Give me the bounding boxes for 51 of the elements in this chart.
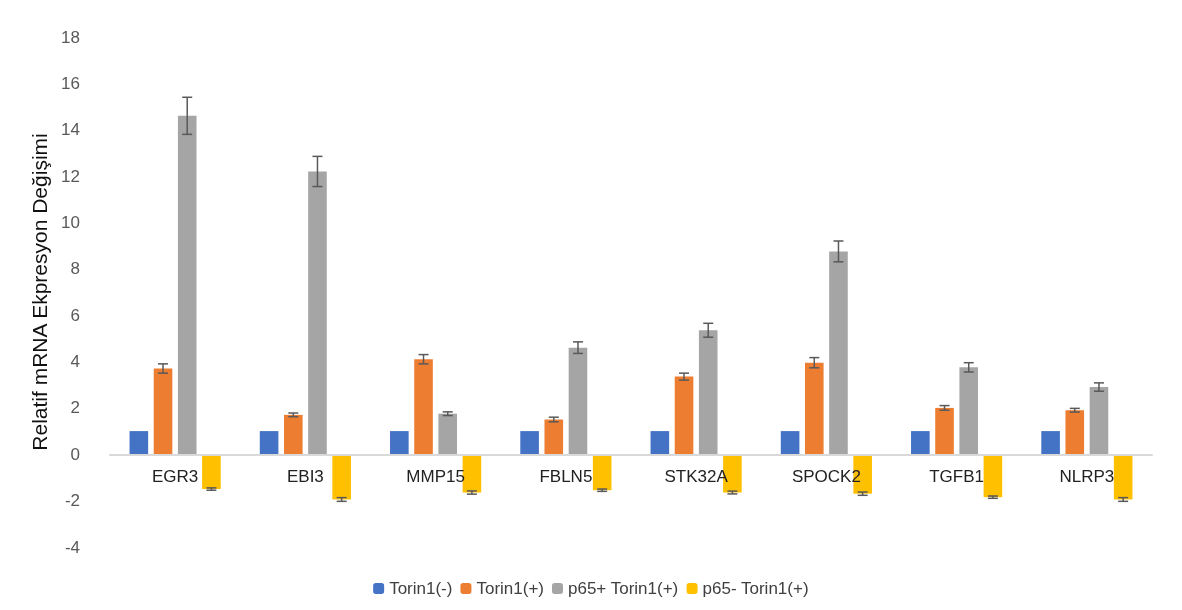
bar bbox=[438, 413, 458, 455]
bar bbox=[829, 251, 848, 455]
y-tick-label: 6 bbox=[70, 305, 80, 325]
bar bbox=[1041, 431, 1060, 455]
bar bbox=[804, 362, 824, 455]
x-tick-label: NLRP3 bbox=[1059, 467, 1115, 487]
bar bbox=[259, 431, 279, 455]
legend-label: p65+ Torin1(+) bbox=[567, 579, 679, 598]
bar bbox=[129, 431, 149, 455]
bar bbox=[544, 419, 564, 455]
y-tick-label: 10 bbox=[61, 212, 80, 232]
bar bbox=[177, 115, 197, 455]
y-tick-label: 16 bbox=[61, 73, 80, 93]
bar bbox=[568, 347, 588, 455]
y-tick-label: 18 bbox=[61, 27, 80, 47]
x-tick-label: FBLN5 bbox=[539, 467, 593, 487]
bar bbox=[592, 454, 612, 491]
bar bbox=[1113, 454, 1133, 500]
y-tick-label: 0 bbox=[70, 444, 80, 464]
bar bbox=[674, 376, 694, 455]
bar bbox=[308, 171, 327, 455]
bar bbox=[650, 431, 670, 455]
bar bbox=[332, 454, 351, 500]
bar bbox=[959, 367, 979, 455]
bar bbox=[1089, 387, 1109, 455]
y-axis-title: Relatif mRNA Ekpresyon Değişimi bbox=[28, 133, 51, 451]
bar bbox=[935, 407, 954, 455]
y-tick-label: 2 bbox=[70, 398, 80, 418]
legend-label: Torin1(+) bbox=[476, 579, 544, 598]
bar bbox=[202, 454, 221, 490]
bar bbox=[390, 431, 409, 455]
x-tick-label: EGR3 bbox=[151, 467, 199, 487]
legend-label: p65- Torin1(+) bbox=[702, 579, 809, 598]
y-tick-label: -4 bbox=[64, 537, 80, 557]
bar bbox=[520, 431, 539, 455]
x-tick-label: EBI3 bbox=[286, 467, 324, 487]
bar bbox=[414, 359, 433, 455]
bar bbox=[153, 368, 173, 455]
bar bbox=[911, 431, 930, 455]
bar bbox=[780, 431, 800, 455]
bar bbox=[983, 454, 1003, 498]
y-tick-label: 14 bbox=[61, 120, 80, 140]
y-tick-label: 12 bbox=[61, 166, 80, 186]
bar bbox=[283, 414, 303, 455]
y-tick-label: -2 bbox=[64, 491, 80, 511]
y-tick-label: 4 bbox=[70, 352, 80, 372]
bar bbox=[1065, 410, 1085, 455]
y-tick-label: 8 bbox=[70, 259, 80, 279]
x-tick-label: TGFB1 bbox=[929, 467, 985, 487]
bar bbox=[698, 330, 718, 455]
legend-label: Torin1(-) bbox=[389, 579, 453, 598]
